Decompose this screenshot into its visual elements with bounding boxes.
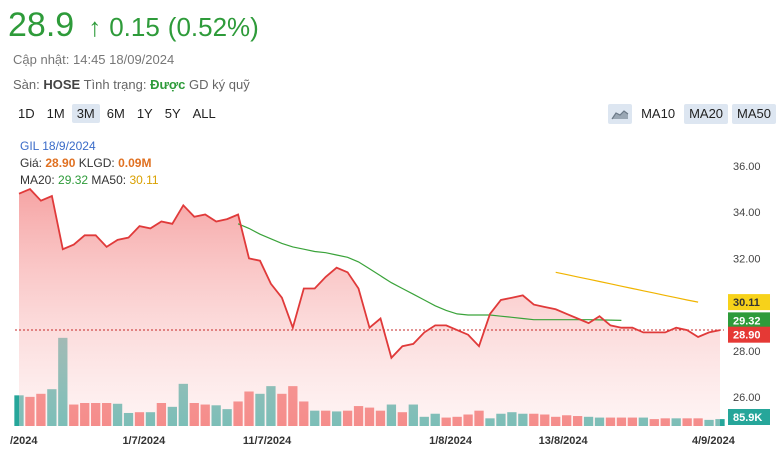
exchange-label: Sàn:	[13, 77, 40, 92]
updated-label: Cập nhật:	[13, 52, 70, 67]
area-chart-toggle[interactable]	[608, 104, 633, 124]
ma20-line	[237, 223, 622, 321]
indicator-ma20[interactable]: MA20	[684, 104, 729, 124]
price-area-fill	[19, 189, 720, 426]
exchange-value: HOSE	[43, 77, 81, 92]
close-price-badge-bg	[728, 326, 770, 343]
updated-value: 14:45 18/09/2024	[73, 52, 175, 67]
x-tick-label: /2024	[10, 435, 38, 447]
legend-title: GIL 18/9/2024	[20, 139, 96, 153]
range-6m[interactable]: 6M	[106, 106, 125, 121]
price-line	[18, 188, 721, 360]
status-value: Được	[150, 77, 186, 92]
status-suffix: GD ký quỹ	[189, 77, 250, 92]
price-change: ↑ 0.15 (0.52%)	[88, 12, 259, 43]
ma50-badge: 30.11	[733, 297, 760, 309]
ma50-line	[555, 271, 699, 303]
legend-ma20-label: MA20:	[20, 173, 55, 187]
legend-vol-label: KLGD:	[78, 156, 115, 170]
legend-ma20-value: 29.32	[58, 173, 89, 187]
range-selector: 1D 1M 3M 6M 1Y 5Y ALL	[13, 104, 221, 123]
volume-badge: 85.9K	[733, 412, 762, 424]
range-all[interactable]: ALL	[192, 106, 216, 121]
x-tick-label: 1/7/2024	[122, 435, 166, 447]
indicator-ma10[interactable]: MA10	[641, 106, 676, 121]
ma20-badge-bg	[728, 312, 770, 329]
close-price-badge: 28.90	[733, 330, 761, 342]
range-5y[interactable]: 5Y	[164, 106, 181, 121]
change-value: 0.15	[109, 12, 160, 42]
range-1m[interactable]: 1M	[46, 106, 65, 121]
x-tick-label: 11/7/2024	[243, 435, 292, 447]
quote-header: 28.9 ↑ 0.15 (0.52%)	[8, 6, 259, 50]
range-1d[interactable]: 1D	[18, 106, 35, 121]
x-tick-label: 1/8/2024	[429, 435, 473, 447]
y-tick-label: 36.00	[733, 161, 761, 173]
y-tick-label: 28.00	[733, 346, 761, 358]
range-1y[interactable]: 1Y	[136, 106, 153, 121]
y-tick-label: 34.00	[733, 207, 761, 219]
last-price: 28.9	[8, 6, 75, 44]
legend-price-label: Giá:	[20, 156, 43, 170]
legend-price-value: 28.90	[45, 156, 76, 170]
updated-line: Cập nhật: 14:45 18/09/2024	[13, 52, 174, 67]
y-tick-label: 26.00	[733, 392, 761, 404]
status-line: Sàn: HOSE Tình trạng: Được GD ký quỹ	[13, 77, 250, 92]
x-tick-label: 13/8/2024	[539, 435, 589, 447]
ma20-badge: 29.32	[733, 315, 761, 327]
y-tick-label: 32.00	[733, 253, 761, 265]
legend-vol-value: 0.09M	[118, 156, 152, 170]
legend-ma50-value: 30.11	[129, 173, 159, 187]
change-percent: (0.52%)	[167, 12, 259, 42]
area-chart-icon	[611, 110, 629, 120]
status-label: Tình trạng:	[83, 77, 147, 92]
volume-badge-bg	[728, 409, 770, 425]
range-3m[interactable]: 3M	[71, 104, 100, 123]
chart-legend: GIL 18/9/2024 Giá: 28.90 KLGD: 0.09M MA2…	[20, 138, 159, 189]
up-arrow-icon: ↑	[88, 12, 102, 42]
indicator-selector: MA10 MA20 MA50	[608, 104, 776, 124]
x-tick-label: 4/9/2024	[692, 435, 736, 447]
legend-ma50-label: MA50:	[91, 173, 127, 187]
indicator-ma50[interactable]: MA50	[732, 104, 776, 124]
ma50-badge-bg	[728, 294, 770, 311]
